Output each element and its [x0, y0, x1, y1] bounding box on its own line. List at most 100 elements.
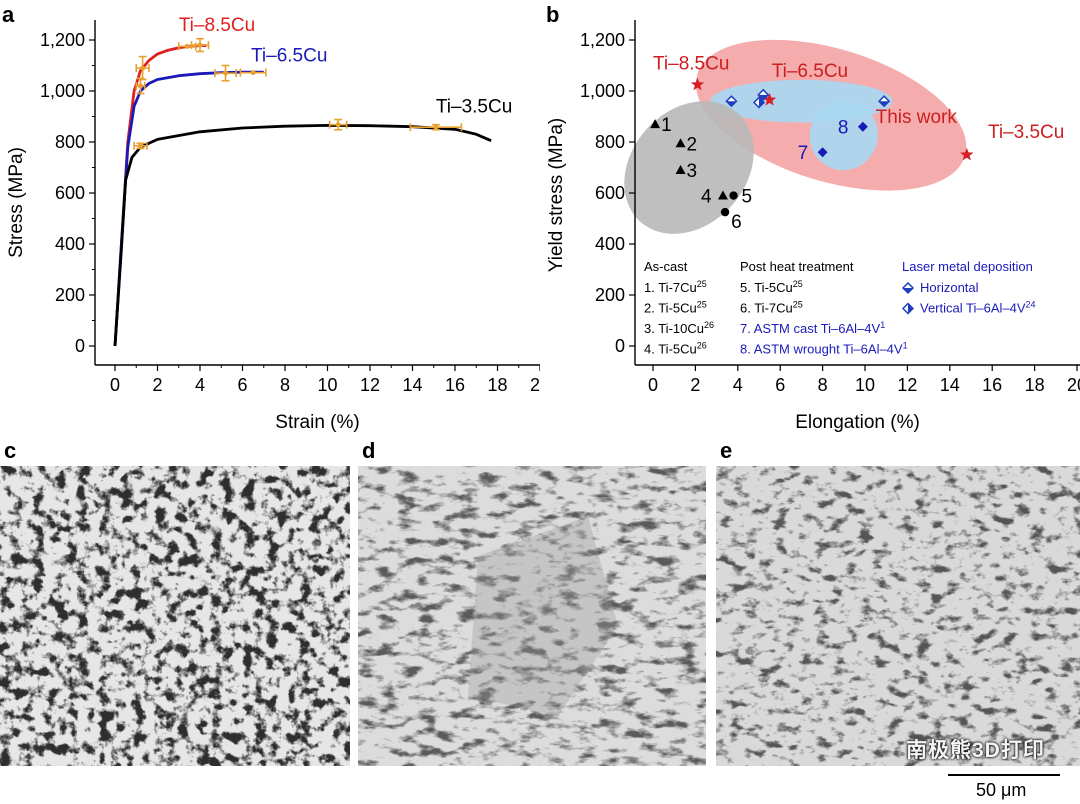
- legend-title: Post heat treatment: [740, 259, 854, 274]
- as-cast-marker: [675, 165, 686, 175]
- series-line: [113, 44, 207, 347]
- x-tick-label: 14: [402, 375, 422, 395]
- chart-b-legend: As-cast 1. Ti-7Cu25 2. Ti-5Cu25 3. Ti-10Cu2…: [644, 259, 1036, 357]
- region-ellipse: [624, 101, 754, 234]
- as-cast-marker: [650, 119, 661, 129]
- legend-item: 2. Ti-5Cu25: [644, 300, 707, 316]
- legend-item: 3. Ti-10Cu26: [644, 320, 714, 336]
- as-cast-point-label: 1: [661, 115, 672, 136]
- legend-item: 8. ASTM wrought Ti–6Al–4V1: [740, 341, 908, 357]
- legend-item: Vertical Ti–6Al–4V24: [920, 300, 1036, 316]
- lmd-horizontal-marker: [725, 95, 738, 108]
- panel-label-c: c: [4, 438, 17, 463]
- x-tick-label: 18: [1025, 375, 1045, 395]
- error-bar: [135, 77, 146, 95]
- y-tick-label: 800: [595, 132, 625, 152]
- as-cast-marker: [675, 138, 686, 148]
- x-tick-label: 14: [940, 375, 960, 395]
- x-tick-label: 0: [110, 375, 120, 395]
- as-cast-marker: [717, 190, 728, 200]
- curve-label: Ti–3.5Cu: [436, 97, 512, 118]
- sem-fractograph-d: [358, 466, 706, 766]
- heat-treat-point-label: 6: [731, 212, 742, 233]
- error-bar: [177, 42, 197, 51]
- chart-b-points: 7 8 12 34 56: [650, 77, 974, 233]
- lmd-vertical-marker: [901, 302, 915, 315]
- lmd-vertical-marker: [752, 96, 766, 109]
- as-cast-point-label: 3: [687, 161, 698, 182]
- x-axis-label: Elongation (%): [795, 412, 920, 433]
- legend-item: 6. Ti-7Cu25: [740, 300, 803, 316]
- x-tick-label: 20: [530, 375, 540, 395]
- astm-point-label: 7: [798, 143, 809, 164]
- y-tick-label: 400: [55, 234, 85, 254]
- y-tick-label: 0: [615, 336, 625, 356]
- x-tick-label: 0: [648, 375, 658, 395]
- series-line: [113, 70, 264, 347]
- as-cast-point-label: 2: [687, 134, 698, 155]
- y-tick-label: 1,000: [580, 81, 625, 101]
- x-tick-label: 8: [280, 375, 290, 395]
- x-tick-label: 16: [982, 375, 1002, 395]
- legend-title: Laser metal deposition: [902, 259, 1033, 274]
- x-tick-label: 2: [690, 375, 700, 395]
- error-bar: [239, 68, 267, 77]
- x-tick-label: 6: [775, 375, 785, 395]
- y-tick-label: 1,200: [580, 30, 625, 50]
- y-tick-label: 1,000: [40, 81, 85, 101]
- sem-fractograph-c: [0, 466, 350, 766]
- stress-strain-chart: a 0246810121416182002004006008001,0001,2…: [2, 2, 540, 433]
- legend-title: As-cast: [644, 259, 688, 274]
- y-axis-label: Stress (MPa): [6, 147, 27, 258]
- x-tick-label: 8: [818, 375, 828, 395]
- region-label: Ti–3.5Cu: [988, 122, 1064, 143]
- star-marker: [960, 147, 974, 161]
- x-tick-label: 2: [152, 375, 162, 395]
- scale-bar: [948, 774, 1060, 776]
- y-tick-label: 400: [595, 234, 625, 254]
- star-marker: [762, 92, 777, 106]
- x-tick-label: 4: [733, 375, 743, 395]
- curve-label: Ti–8.5Cu: [179, 15, 255, 36]
- panel-label-b: b: [546, 2, 559, 27]
- y-tick-label: 200: [595, 285, 625, 305]
- legend-item: 1. Ti-7Cu25: [644, 279, 707, 295]
- lmd-horizontal-marker: [901, 281, 915, 295]
- x-tick-label: 18: [487, 375, 507, 395]
- yield-elongation-chart: b 0246810121416182002004006008001,0001,2…: [546, 2, 1080, 433]
- region-label: Ti–8.5Cu: [653, 53, 729, 74]
- sem-fractograph-e: 南极熊3D打印: [716, 466, 1080, 766]
- legend-item: Horizontal: [920, 280, 979, 295]
- x-tick-label: 4: [195, 375, 205, 395]
- y-tick-label: 200: [55, 285, 85, 305]
- y-tick-label: 800: [55, 132, 85, 152]
- x-tick-label: 6: [237, 375, 247, 395]
- chart-b-regions: [624, 39, 967, 234]
- y-tick-label: 1,200: [40, 30, 85, 50]
- watermark: 南极熊3D打印: [906, 739, 1045, 762]
- y-axis-label: Yield stress (MPa): [546, 118, 567, 273]
- legend-item: 4. Ti-5Cu26: [644, 341, 707, 357]
- curve-label: Ti–6.5Cu: [251, 46, 327, 67]
- y-tick-label: 600: [55, 183, 85, 203]
- x-tick-label: 16: [445, 375, 465, 395]
- legend-item: 7. ASTM cast Ti–6Al–4V1: [740, 320, 885, 336]
- error-bar: [190, 37, 210, 53]
- x-tick-label: 12: [360, 375, 380, 395]
- chart-a-curve-labels: Ti–8.5Cu Ti–6.5Cu Ti–3.5Cu: [179, 15, 513, 118]
- x-tick-label: 20: [1067, 375, 1080, 395]
- lmd-horizontal-marker: [878, 95, 891, 108]
- scale-bar-label: 50 μm: [976, 780, 1027, 800]
- astm-marker: [857, 121, 868, 132]
- error-bar: [214, 64, 237, 82]
- chart-a-error-bars: [133, 37, 463, 150]
- star-marker: [690, 77, 705, 91]
- heat-treat-point-label: 5: [742, 187, 753, 208]
- chart-a-series: [113, 44, 492, 347]
- as-cast-point-label: 4: [701, 187, 712, 208]
- region-label: Ti–6.5Cu: [772, 61, 848, 82]
- x-tick-label: 10: [317, 375, 337, 395]
- legend-item: 5. Ti-5Cu25: [740, 279, 803, 295]
- astm-point-label: 8: [838, 118, 849, 139]
